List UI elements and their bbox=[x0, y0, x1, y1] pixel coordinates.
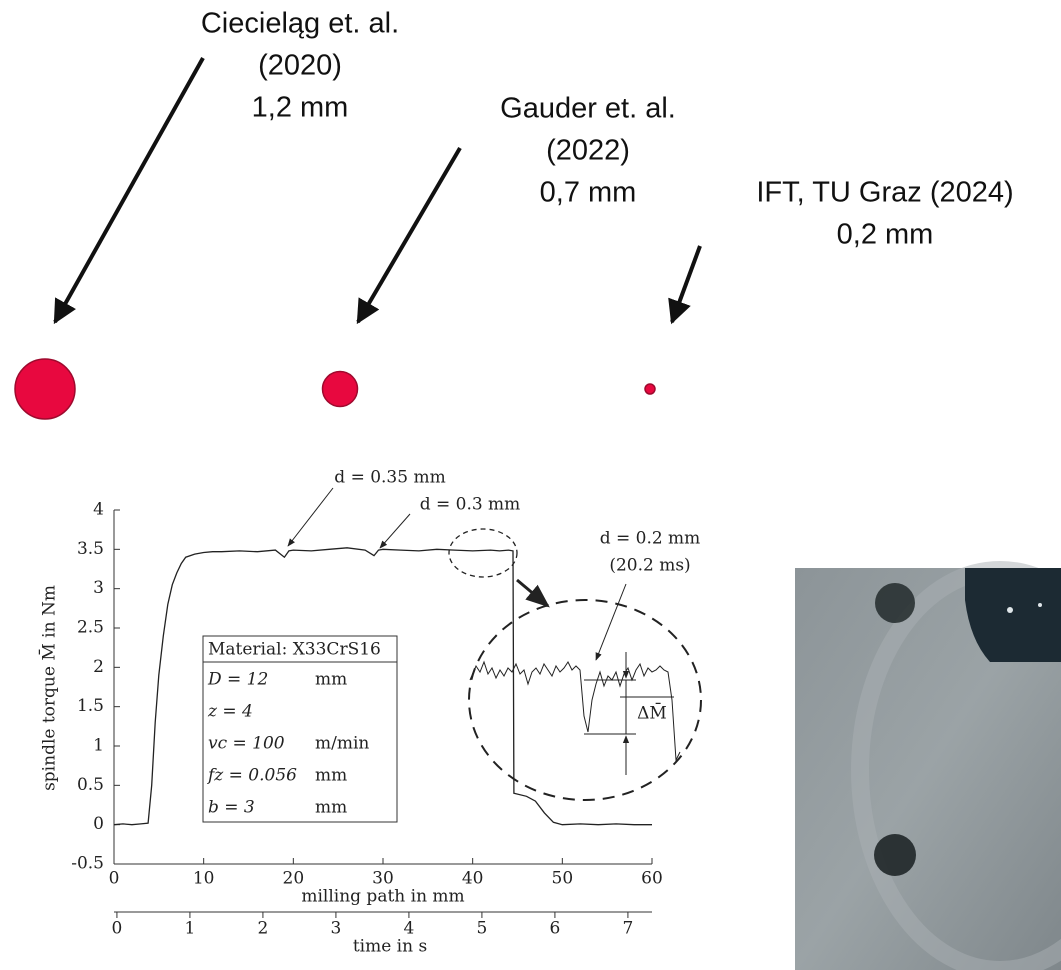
zoom-marker bbox=[449, 529, 517, 577]
study-label: IFT, TU Graz (2024) bbox=[756, 177, 1013, 209]
x-tick-label: 30 bbox=[372, 869, 394, 889]
study-label: Gauder et. al. bbox=[500, 93, 676, 125]
x-tick-label: 40 bbox=[462, 869, 484, 889]
x2-tick-label: 5 bbox=[476, 919, 487, 939]
hole-circle bbox=[645, 384, 655, 394]
x-tick-label: 50 bbox=[552, 869, 574, 889]
material-header: Material: X33CrS16 bbox=[208, 640, 381, 660]
y-axis-title: spindle torque M̄ in Nm bbox=[37, 585, 59, 791]
material-unit: m/min bbox=[315, 734, 369, 754]
x2-axis-title: time in s bbox=[353, 937, 427, 957]
material-unit: mm bbox=[315, 670, 347, 690]
annotation: d = 0.3 mm bbox=[420, 495, 521, 515]
annotation: d = 0.35 mm bbox=[334, 468, 445, 488]
y-tick-label: -0.5 bbox=[71, 854, 104, 874]
x-tick-label: 10 bbox=[193, 869, 215, 889]
material-unit: mm bbox=[315, 798, 347, 818]
y-tick-label: 0 bbox=[93, 814, 104, 834]
annotation-arrow bbox=[596, 584, 626, 660]
annotation-arrow bbox=[288, 488, 333, 546]
x2-tick-label: 6 bbox=[549, 919, 560, 939]
y-tick-label: 3 bbox=[93, 578, 104, 598]
y-tick-label: 0.5 bbox=[77, 775, 104, 795]
annotation: (20.2 ms) bbox=[609, 556, 690, 576]
study-diameter: 0,2 mm bbox=[837, 219, 934, 251]
annotation-arrow bbox=[380, 514, 410, 548]
figure: Ciecieląg et. al. (2020) 1,2 mm Gauder et. … bbox=[0, 0, 1061, 970]
zoom-arrow bbox=[517, 580, 548, 606]
y-tick-label: 2 bbox=[93, 657, 104, 677]
x2-tick-label: 4 bbox=[404, 919, 415, 939]
y-tick-label: 4 bbox=[93, 500, 104, 520]
x2-tick-label: 3 bbox=[331, 919, 342, 939]
x-tick-label: 20 bbox=[283, 869, 305, 889]
y-tick-label: 2.5 bbox=[77, 618, 104, 638]
annotation: d = 0.2 mm bbox=[600, 529, 701, 549]
x2-tick-label: 1 bbox=[185, 919, 196, 939]
material-param: vc = 100 bbox=[208, 734, 285, 754]
page: {"studies": [ {"lines": ["Ciecieląg et. … bbox=[0, 0, 1061, 970]
x-tick-label: 60 bbox=[641, 869, 663, 889]
material-param: D = 12 bbox=[207, 670, 268, 690]
y-tick-label: 1.5 bbox=[77, 696, 104, 716]
x2-tick-label: 2 bbox=[258, 919, 269, 939]
material-unit: mm bbox=[315, 766, 347, 786]
study-label: Ciecieląg et. al. bbox=[201, 8, 399, 40]
x2-tick-label: 0 bbox=[112, 919, 123, 939]
study-label: (2022) bbox=[546, 135, 630, 167]
hole-circle bbox=[323, 372, 358, 407]
y-tick-label: 1 bbox=[93, 736, 104, 756]
photo bbox=[795, 568, 1061, 970]
material-box bbox=[203, 636, 397, 822]
annotation: ΔM̄ bbox=[637, 701, 667, 723]
material-param: z = 4 bbox=[207, 702, 253, 722]
study-label: (2020) bbox=[258, 50, 342, 82]
y-tick-label: 3.5 bbox=[77, 539, 104, 559]
study-diameter: 1,2 mm bbox=[252, 92, 349, 124]
zoom-circle bbox=[469, 600, 701, 800]
study-diameter: 0,7 mm bbox=[540, 177, 637, 209]
x-axis-title: milling path in mm bbox=[301, 887, 464, 907]
x-tick-label: 0 bbox=[109, 869, 120, 889]
material-param: fz = 0.056 bbox=[206, 766, 297, 786]
material-param: b = 3 bbox=[208, 798, 255, 818]
hole-circle bbox=[15, 359, 75, 419]
x2-tick-label: 7 bbox=[622, 919, 633, 939]
